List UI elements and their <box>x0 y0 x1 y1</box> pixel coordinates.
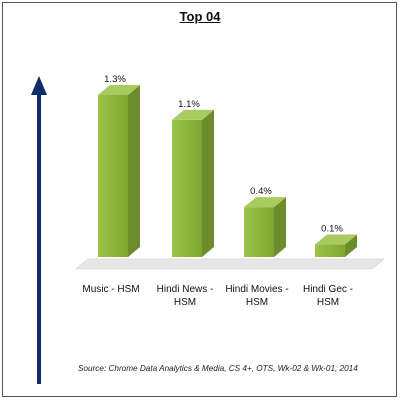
data-label: 0.4% <box>250 186 272 197</box>
bar-side <box>345 234 357 257</box>
category-label: Music - HSM <box>82 284 139 295</box>
category-label: Hindi News - <box>157 284 214 295</box>
bar-front <box>98 95 128 257</box>
bar-side <box>274 197 286 257</box>
chart-title: Top 04 <box>179 9 221 24</box>
bar-top <box>244 197 286 208</box>
category-label: Hindi Movies - <box>225 284 288 295</box>
bar-side <box>128 85 140 257</box>
bar-front <box>315 244 345 257</box>
category-label: Hindi Gec - <box>303 284 353 295</box>
data-label: 0.1% <box>321 224 343 235</box>
chart-floor <box>75 258 385 270</box>
category-label: HSM <box>246 297 268 308</box>
bar-side <box>202 109 214 257</box>
bar-front <box>172 119 202 257</box>
bar-top <box>98 85 140 95</box>
data-label: 1.3% <box>104 74 126 85</box>
category-label: HSM <box>317 297 339 308</box>
bar-top <box>315 234 357 245</box>
data-label: 1.1% <box>178 99 200 110</box>
source-note: Source: Chrome Data Analytics & Media, C… <box>78 364 358 373</box>
bar-top <box>172 109 214 120</box>
category-label: HSM <box>174 297 196 308</box>
bar-front <box>244 207 274 257</box>
axis-arrow-head <box>31 76 47 95</box>
